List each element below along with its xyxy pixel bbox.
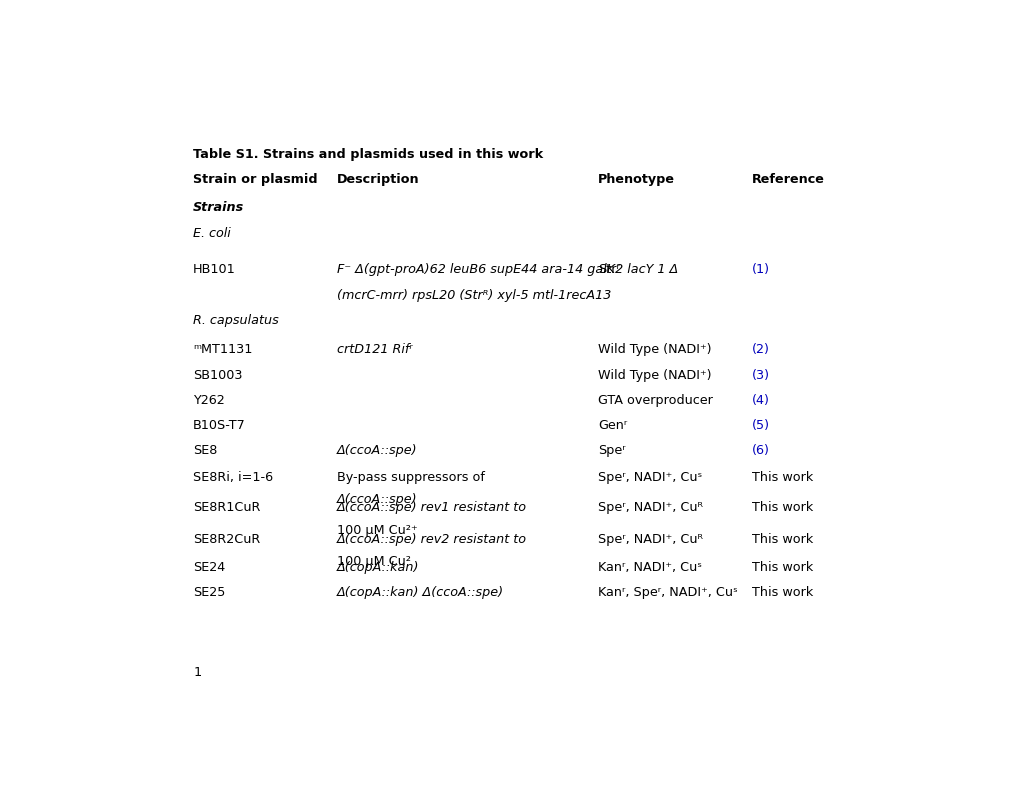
Text: HB101: HB101 bbox=[193, 263, 235, 277]
Text: GTA overproducer: GTA overproducer bbox=[597, 394, 712, 407]
Text: Strain or plasmid: Strain or plasmid bbox=[193, 173, 318, 187]
Text: SE8R2CuR: SE8R2CuR bbox=[193, 533, 260, 545]
Text: Reference: Reference bbox=[751, 173, 824, 187]
Text: SB1003: SB1003 bbox=[193, 369, 243, 382]
Text: By-pass suppressors of: By-pass suppressors of bbox=[336, 470, 484, 484]
Text: E. coli: E. coli bbox=[193, 227, 230, 240]
Text: Strʳ: Strʳ bbox=[597, 263, 620, 277]
Text: crtD121 Rifʳ: crtD121 Rifʳ bbox=[336, 344, 413, 356]
Text: Y262: Y262 bbox=[193, 394, 224, 407]
Text: Speʳ, NADI⁺, Cuᴿ: Speʳ, NADI⁺, Cuᴿ bbox=[597, 501, 702, 514]
Text: This work: This work bbox=[751, 560, 812, 574]
Text: (mcrC-mrr) rpsL20 (Strᴿ) xyl-5 mtl-1recA13: (mcrC-mrr) rpsL20 (Strᴿ) xyl-5 mtl-1recA… bbox=[336, 288, 610, 302]
Text: Δ(copA::kan) Δ(ccoA::spe): Δ(copA::kan) Δ(ccoA::spe) bbox=[336, 586, 503, 599]
Text: SE8: SE8 bbox=[193, 444, 217, 457]
Text: This work: This work bbox=[751, 586, 812, 599]
Text: Speʳ: Speʳ bbox=[597, 444, 625, 457]
Text: Speʳ, NADI⁺, Cuˢ: Speʳ, NADI⁺, Cuˢ bbox=[597, 470, 701, 484]
Text: 100 μM Cu²: 100 μM Cu² bbox=[336, 555, 411, 568]
Text: ᵐMT1131: ᵐMT1131 bbox=[193, 344, 253, 356]
Text: This work: This work bbox=[751, 501, 812, 514]
Text: (4): (4) bbox=[751, 394, 769, 407]
Text: Kanʳ, Speʳ, NADI⁺, Cuˢ: Kanʳ, Speʳ, NADI⁺, Cuˢ bbox=[597, 586, 737, 599]
Text: (2): (2) bbox=[751, 344, 769, 356]
Text: R. capsulatus: R. capsulatus bbox=[193, 314, 278, 327]
Text: SE24: SE24 bbox=[193, 560, 225, 574]
Text: 1: 1 bbox=[193, 666, 201, 679]
Text: Δ(ccoA::spe): Δ(ccoA::spe) bbox=[336, 444, 417, 457]
Text: This work: This work bbox=[751, 533, 812, 545]
Text: Table S1. Strains and plasmids used in this work: Table S1. Strains and plasmids used in t… bbox=[193, 148, 543, 161]
Text: Δ(ccoA::spe) rev2 resistant to: Δ(ccoA::spe) rev2 resistant to bbox=[336, 533, 527, 545]
Text: SE25: SE25 bbox=[193, 586, 225, 599]
Text: SE8R1CuR: SE8R1CuR bbox=[193, 501, 260, 514]
Text: Wild Type (NADI⁺): Wild Type (NADI⁺) bbox=[597, 344, 710, 356]
Text: Δ(ccoA::spe): Δ(ccoA::spe) bbox=[336, 493, 417, 506]
Text: (3): (3) bbox=[751, 369, 769, 382]
Text: SE8Ri, i=1-6: SE8Ri, i=1-6 bbox=[193, 470, 273, 484]
Text: 100 μM Cu²⁺: 100 μM Cu²⁺ bbox=[336, 523, 417, 537]
Text: Description: Description bbox=[336, 173, 419, 187]
Text: (5): (5) bbox=[751, 418, 769, 432]
Text: F⁻ Δ(gpt-proA)62 leuB6 supE44 ara-14 galK2 lacY 1 Δ: F⁻ Δ(gpt-proA)62 leuB6 supE44 ara-14 gal… bbox=[336, 263, 678, 277]
Text: (6): (6) bbox=[751, 444, 769, 457]
Text: Wild Type (NADI⁺): Wild Type (NADI⁺) bbox=[597, 369, 710, 382]
Text: Genʳ: Genʳ bbox=[597, 418, 627, 432]
Text: (1): (1) bbox=[751, 263, 769, 277]
Text: Kanʳ, NADI⁺, Cuˢ: Kanʳ, NADI⁺, Cuˢ bbox=[597, 560, 701, 574]
Text: B10S-T7: B10S-T7 bbox=[193, 418, 246, 432]
Text: Phenotype: Phenotype bbox=[597, 173, 675, 187]
Text: This work: This work bbox=[751, 470, 812, 484]
Text: Δ(ccoA::spe) rev1 resistant to: Δ(ccoA::spe) rev1 resistant to bbox=[336, 501, 527, 514]
Text: Strains: Strains bbox=[193, 201, 245, 214]
Text: Speʳ, NADI⁺, Cuᴿ: Speʳ, NADI⁺, Cuᴿ bbox=[597, 533, 702, 545]
Text: Δ(copA::kan): Δ(copA::kan) bbox=[336, 560, 419, 574]
